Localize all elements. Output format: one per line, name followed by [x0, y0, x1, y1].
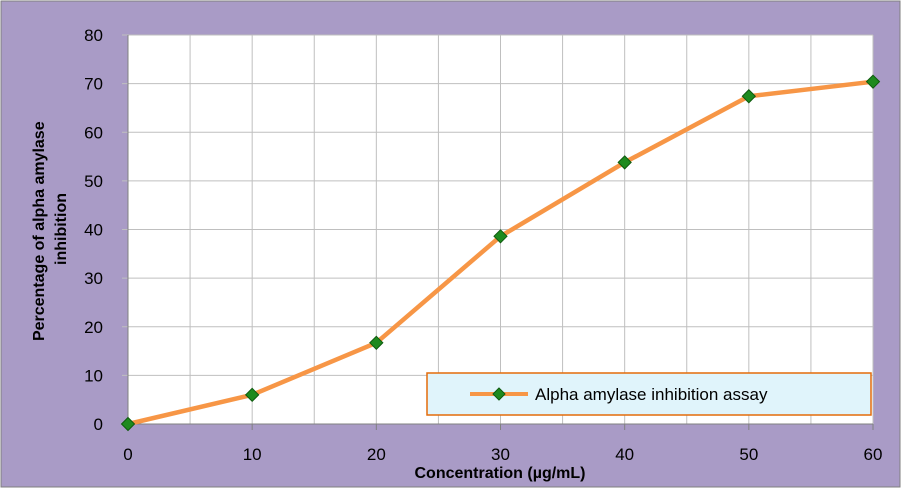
x-tick-label: 40: [615, 445, 634, 464]
y-axis-title-line-2: inhibition: [53, 193, 70, 265]
y-axis-title: Percentage of alpha amylase inhibition: [31, 117, 70, 341]
x-tick-label: 30: [491, 445, 510, 464]
legend-label: Alpha amylase inhibition assay: [535, 385, 768, 404]
data-point-marker: [120, 416, 136, 432]
series: [120, 74, 881, 432]
y-tick-label: 30: [84, 269, 103, 288]
legend: Alpha amylase inhibition assay: [426, 372, 872, 416]
data-point-marker: [493, 229, 508, 244]
y-tick-label: 60: [84, 123, 103, 142]
x-axis-title: Concentration (µg/mL): [415, 465, 586, 482]
x-tick-label: 60: [864, 445, 883, 464]
data-point-marker: [244, 387, 260, 403]
data-point-marker: [369, 335, 384, 351]
data-point-marker: [617, 155, 632, 170]
y-tick-label: 70: [84, 75, 103, 94]
x-tick-label: 10: [243, 445, 262, 464]
y-tick-label: 50: [84, 172, 103, 191]
gridlines: [122, 34, 874, 425]
y-tick-label: 0: [94, 415, 103, 434]
y-tick-label: 40: [84, 221, 103, 240]
x-tick-label: 0: [123, 445, 132, 464]
y-tick-label: 80: [84, 26, 103, 45]
y-tick-labels: 0 10 20 30 40 50 60 70 80: [84, 26, 103, 434]
x-tick-label: 20: [367, 445, 386, 464]
y-axis-title-line-1: Percentage of alpha amylase: [31, 121, 48, 341]
y-tick-label: 20: [84, 318, 103, 337]
y-tick-label: 10: [84, 366, 103, 385]
data-point-marker: [865, 74, 881, 89]
x-tick-label: 50: [739, 445, 758, 464]
legend-diamond-marker: [492, 387, 506, 401]
data-point-marker: [741, 89, 757, 104]
axes: [127, 35, 874, 430]
x-tick-labels: 0 10 20 30 40 50 60: [123, 445, 882, 464]
